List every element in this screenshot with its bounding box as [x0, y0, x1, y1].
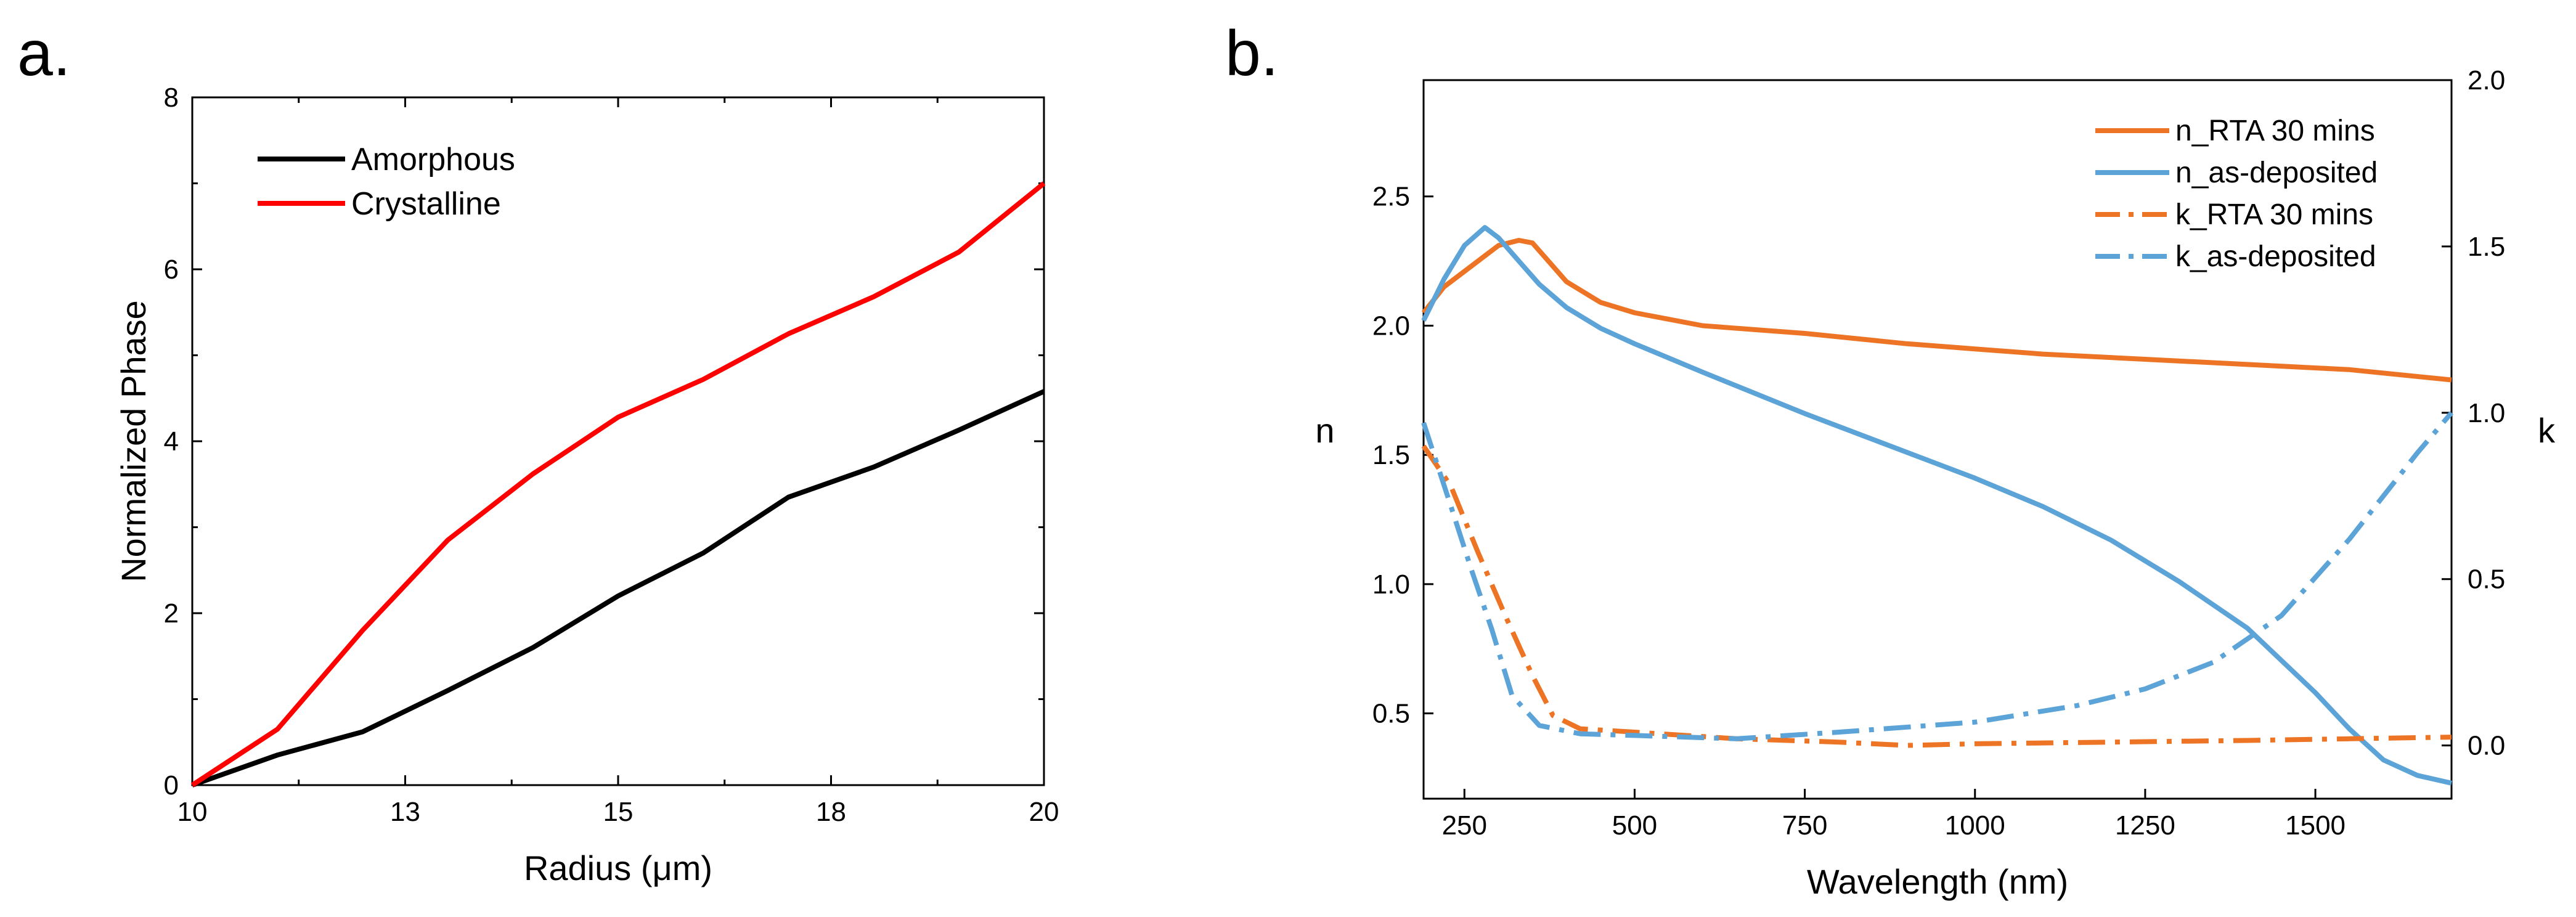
legend-b-k-rta-label: k_RTA 30 mins	[2175, 198, 2373, 231]
chart-b-x-tick-label: 1250	[2115, 810, 2175, 841]
chart-b-y2-tick-label: 2.0	[2468, 65, 2505, 96]
legend-a-crystalline-label: Crystalline	[351, 186, 501, 222]
chart-b-x-tick-label: 500	[1612, 810, 1657, 841]
chart-a-x-axis-title: Radius (μm)	[524, 849, 712, 887]
series-line-k-rta-30-mins	[1421, 444, 2452, 748]
legend-b-k-asdep-label: k_as-deposited	[2175, 240, 2376, 273]
chart-a-x-tick-label: 15	[603, 797, 634, 827]
chart-b-series	[1421, 225, 2454, 786]
chart-b-y2-tick-label: 1.5	[2468, 232, 2505, 262]
series-line-n-rta-30-mins	[1421, 238, 2452, 383]
chart-b-x-tick-label: 750	[1782, 810, 1827, 841]
series-line-amorphous	[191, 389, 1045, 788]
chart-b-y-tick-label: 0.5	[1372, 699, 1410, 729]
chart-a-x-tick-label: 20	[1029, 797, 1059, 827]
chart-b-x-tick-label: 1000	[1945, 810, 2005, 841]
chart-b-y2-tick-label: 0.5	[2468, 564, 2505, 595]
legend-b-n-asdep-label: n_as-deposited	[2175, 157, 2378, 189]
chart-b-x-axis-title: Wavelength (nm)	[1807, 862, 2068, 901]
chart-b-y-tick-label: 2.0	[1372, 311, 1410, 341]
chart-a-y-tick-label: 0	[164, 770, 179, 801]
panel-a-label: a.	[17, 18, 71, 89]
series-line-k-as-deposited	[1421, 411, 2454, 741]
chart-a-x-tick-label: 13	[390, 797, 420, 827]
legend-b-n-rta-label: n_RTA 30 mins	[2175, 115, 2375, 147]
chart-b-y-tick-label: 1.5	[1372, 440, 1410, 470]
chart-b-ticks: 250 500 750 1000 1250 1500 0.5 1.0 1.5 2.0 2.5 0.0 0…	[1372, 65, 2505, 841]
chart-b-y-axis-title: n	[1315, 411, 1334, 450]
chart-a-x-tick-label: 18	[816, 797, 846, 827]
chart-b-legend: n_RTA 30 mins n_as-deposited k_RTA 30 mi…	[2095, 115, 2378, 273]
series-line-crystalline	[190, 181, 1046, 788]
chart-b-y2-axis-title: k	[2538, 411, 2556, 450]
chart-a-y-tick-label: 4	[164, 426, 179, 457]
chart-b-y-tick-label: 1.0	[1372, 569, 1410, 600]
chart-b-x-tick-label: 1500	[2285, 810, 2346, 841]
legend-a-amorphous-label: Amorphous	[351, 142, 515, 177]
chart-b-plot-frame	[1422, 79, 2453, 800]
chart-a-series	[190, 181, 1046, 788]
chart-a: 10 13 15 18 20 0 2 4 6 8 Amorphous Crystalline Ra…	[114, 83, 1059, 887]
chart-a-legend: Amorphous Crystalline	[258, 142, 515, 222]
panel-b-label: b.	[1225, 18, 1279, 89]
chart-b-y2-tick-label: 1.0	[2468, 398, 2505, 428]
chart-a-x-tick-label: 10	[177, 797, 208, 827]
series-line-n-as-deposited	[1421, 225, 2452, 786]
chart-a-y-tick-label: 6	[164, 255, 179, 285]
chart-b-x-tick-label: 250	[1442, 810, 1487, 841]
chart-b-y-tick-label: 2.5	[1372, 182, 1410, 212]
chart-a-ticks: 10 13 15 18 20 0 2 4 6 8	[164, 83, 1059, 827]
chart-a-y-axis-title: Normalized Phase	[114, 300, 153, 582]
chart-a-y-tick-label: 8	[164, 83, 179, 113]
chart-b: 250 500 750 1000 1250 1500 0.5 1.0 1.5 2.0 2.5 0.0 0…	[1315, 65, 2556, 901]
chart-a-y-tick-label: 2	[164, 598, 179, 629]
chart-b-y2-tick-label: 0.0	[2468, 731, 2505, 761]
